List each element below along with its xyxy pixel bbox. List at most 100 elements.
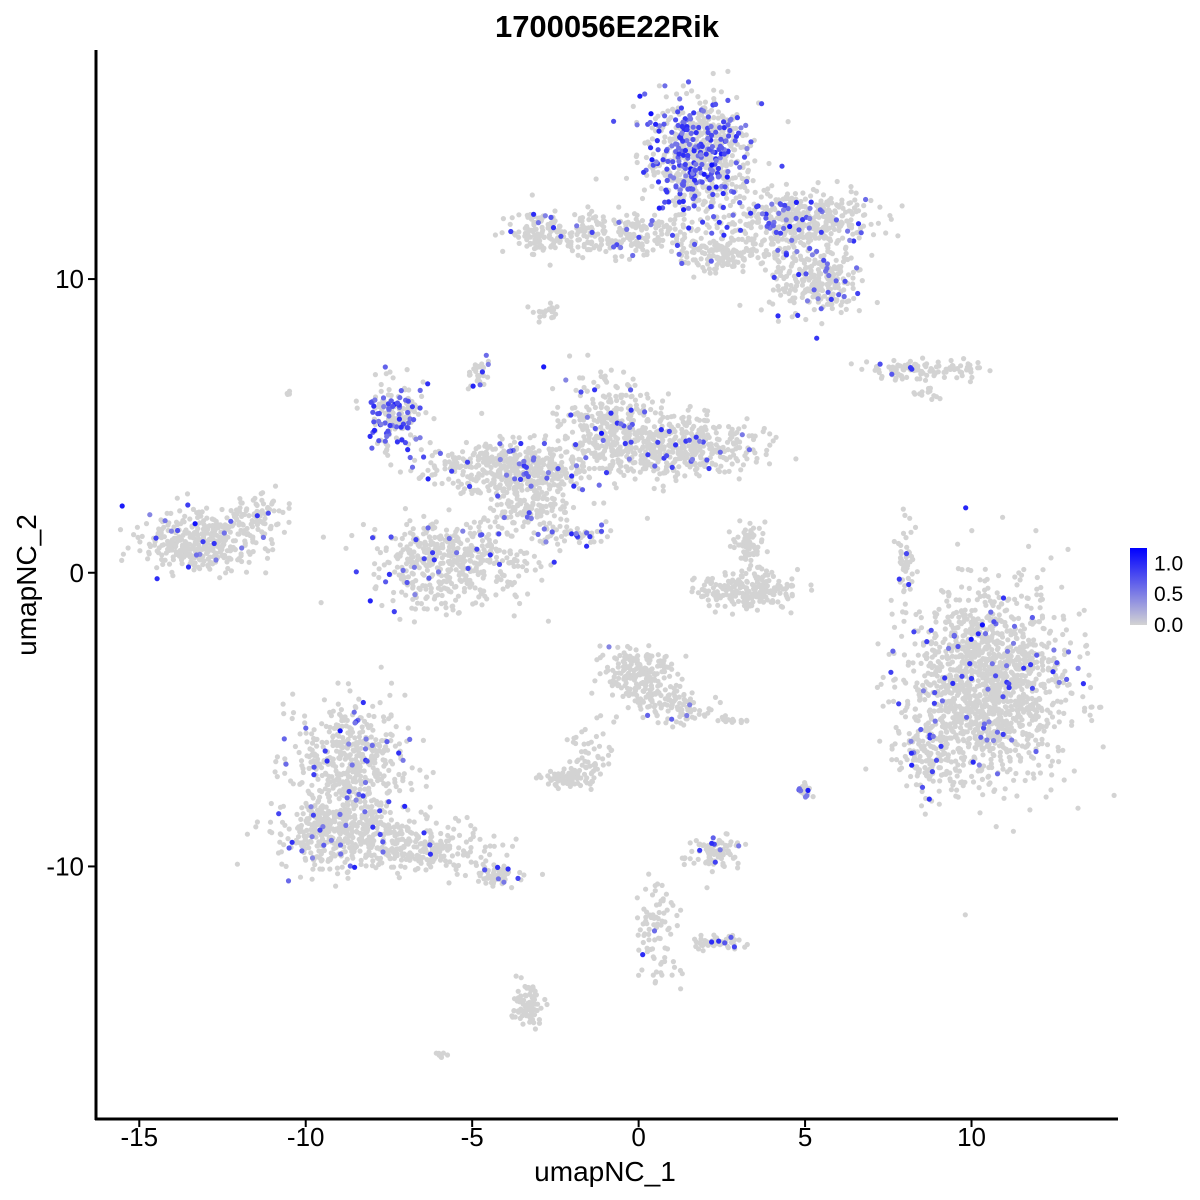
cell-point <box>479 410 485 416</box>
cell-point <box>421 513 427 520</box>
cell-point <box>994 590 1000 596</box>
cell-point <box>197 557 203 563</box>
cell-point <box>633 406 639 412</box>
cell-point <box>733 456 739 462</box>
cell-point <box>754 551 760 557</box>
cell-point <box>402 506 408 512</box>
cell-point <box>681 216 687 222</box>
cell-point <box>780 265 786 271</box>
cell-point <box>976 785 982 791</box>
cell-point <box>703 230 709 236</box>
cell-point <box>424 567 430 573</box>
cell-point <box>750 178 756 184</box>
cell-point <box>536 319 542 325</box>
cell-point <box>135 534 141 541</box>
cell-point <box>541 461 547 468</box>
cell-point <box>549 458 555 464</box>
cell-point <box>549 315 555 321</box>
cell-point <box>721 214 727 220</box>
cell-point <box>182 513 188 519</box>
cell-point <box>880 674 886 681</box>
cell-point <box>709 156 715 162</box>
cell-point <box>741 211 747 217</box>
cell-point <box>763 204 769 210</box>
cell-point <box>776 578 782 584</box>
cell-point <box>428 542 434 548</box>
cell-point <box>425 467 431 473</box>
cell-point <box>552 245 558 251</box>
cell-point <box>818 253 824 259</box>
cell-point <box>578 475 584 481</box>
cell-point <box>259 497 265 503</box>
cell-point <box>1027 807 1033 813</box>
cell-point <box>682 473 688 479</box>
cell-point <box>717 454 724 460</box>
cell-point <box>917 391 923 397</box>
cell-point <box>630 376 636 382</box>
cell-point <box>463 576 469 582</box>
cell-point <box>835 237 842 244</box>
cell-point <box>427 440 433 446</box>
cell-point <box>798 198 804 205</box>
cell-point <box>554 237 560 243</box>
cell-point <box>585 204 591 210</box>
cell-point <box>733 248 739 254</box>
cell-point <box>134 524 140 530</box>
cell-point <box>804 256 810 262</box>
cell-point <box>960 762 966 768</box>
cell-point <box>841 287 847 293</box>
cell-point <box>157 527 163 533</box>
cell-point <box>217 575 223 581</box>
cell-point <box>729 263 736 269</box>
cell-point <box>650 151 657 157</box>
cell-point <box>379 602 385 609</box>
cell-point <box>457 577 463 583</box>
cell-point <box>597 465 603 471</box>
cell-point <box>630 103 636 109</box>
cell-point <box>666 225 673 231</box>
cell-point <box>703 120 709 127</box>
cell-point <box>715 602 721 608</box>
cell-point <box>592 233 598 239</box>
cell-point <box>530 309 536 315</box>
cell-point <box>442 600 448 606</box>
cell-point <box>753 232 759 238</box>
cell-point <box>623 435 629 441</box>
cell-point <box>238 527 244 533</box>
cell-point <box>713 442 719 448</box>
cell-point <box>838 222 844 228</box>
cell-point <box>783 237 790 243</box>
cell-point <box>730 175 736 181</box>
cell-point <box>629 233 635 239</box>
cell-point <box>598 404 604 411</box>
cell-point <box>243 569 250 575</box>
cell-point <box>680 237 686 243</box>
cell-point <box>777 590 783 596</box>
cell-point <box>844 299 850 305</box>
cell-point <box>651 468 657 474</box>
cell-point <box>696 417 703 423</box>
cell-point <box>942 636 948 642</box>
cell-point <box>580 375 586 381</box>
cell-point <box>246 559 252 565</box>
cell-point <box>173 519 180 525</box>
cell-point <box>856 308 862 314</box>
cell-point <box>764 549 770 555</box>
cell-point <box>573 471 579 477</box>
cell-point <box>730 254 736 260</box>
cell-point <box>680 110 686 116</box>
cell-point <box>530 445 536 451</box>
cell-point <box>802 196 809 202</box>
cell-point <box>613 257 619 264</box>
cell-point <box>286 519 292 525</box>
cell-point <box>640 444 646 450</box>
cell-point <box>462 486 468 492</box>
cell-point <box>764 447 770 453</box>
cell-point <box>898 549 904 555</box>
cell-point <box>775 599 781 605</box>
cell-point <box>491 480 497 486</box>
cell-point <box>767 442 773 448</box>
cell-point <box>702 99 709 105</box>
cell-point <box>832 208 838 214</box>
